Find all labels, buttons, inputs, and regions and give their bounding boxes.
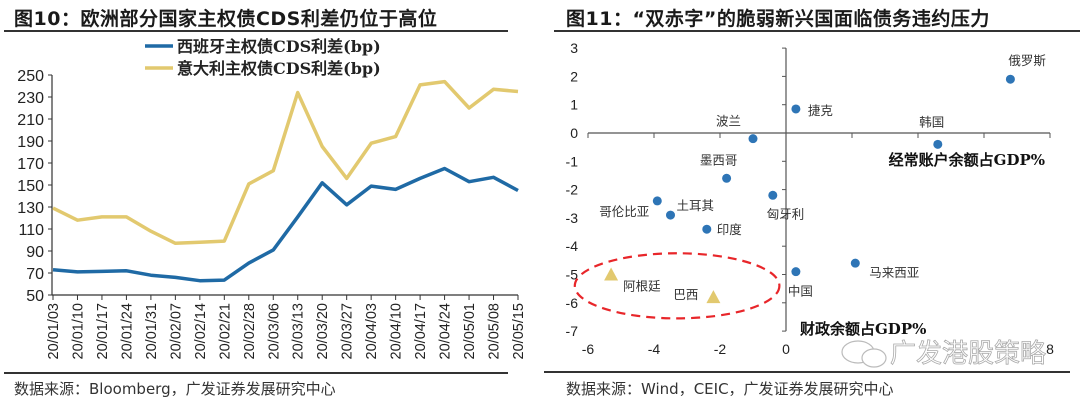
x-tick-label: 20/03/27	[340, 303, 356, 359]
figure-title: 图11：“双赤字”的脆弱新兴国面临债务违约压力	[566, 8, 990, 30]
x-tick-label: -6	[582, 341, 595, 357]
x-tick-label: 8	[1046, 341, 1054, 357]
x-tick-label: 20/04/03	[364, 303, 380, 359]
x-tick-label: 20/03/06	[266, 303, 282, 359]
y-tick-label: 250	[17, 68, 44, 85]
y-tick-label: 110	[18, 222, 44, 239]
point-label: 巴西	[673, 287, 698, 302]
point-label: 俄罗斯	[1008, 53, 1046, 68]
y-tick-label: -7	[566, 323, 579, 339]
point-marker-circle	[652, 196, 662, 206]
title-rule	[4, 30, 508, 32]
x-tick-label: 20/01/24	[119, 303, 135, 359]
point-marker-triangle	[604, 267, 619, 281]
y-tick-label: -5	[566, 267, 579, 283]
y-tick-label: 230	[17, 90, 44, 107]
x-tick-label: 20/03/13	[291, 303, 307, 359]
x-tick-label: 20/02/21	[217, 303, 233, 359]
x-tick-label: 20/01/17	[95, 303, 111, 359]
y-tick-label: 3	[570, 40, 578, 56]
x-tick-label: 20/05/15	[511, 303, 527, 359]
y-tick-label: 150	[17, 178, 44, 195]
source-note: 数据来源：Wind，CEIC，广发证券发展研究中心	[566, 380, 894, 398]
right-figure-panel: 图11：“双赤字”的脆弱新兴国面临债务违约压力 3 2 1 0 -1 -2 -3 -4 -5 -6…	[540, 0, 1080, 401]
watermark-logo: 广发港股策略	[841, 339, 1046, 369]
x-tick-label: 0	[782, 341, 790, 357]
point-label: 中国	[788, 284, 813, 299]
point-label: 韩国	[919, 114, 944, 129]
point-label: 捷克	[808, 103, 833, 118]
point-label: 马来西亚	[869, 265, 919, 280]
x-tick-label: 20/02/14	[193, 303, 209, 359]
legend-label: 意大利主权债CDS利差(bp)	[177, 59, 381, 78]
y-tick-label: 90	[26, 244, 44, 261]
series-line	[52, 79, 519, 246]
y-tick-label: 210	[17, 112, 44, 129]
left-figure-panel: 图10：欧洲部分国家主权债CDS利差仍位于高位 250 230 210 190 170 1…	[4, 8, 527, 398]
y-tick-label: 170	[17, 156, 44, 173]
x-tick-label: 20/03/20	[315, 303, 331, 359]
x-tick-label: 20/01/31	[144, 303, 160, 359]
x-tick-label: 20/04/24	[438, 303, 454, 359]
source-rule	[544, 371, 1070, 373]
watermark-text: 广发港股策略	[890, 339, 1046, 369]
y-tick-label: -6	[566, 295, 579, 311]
point-marker-triangle	[706, 290, 721, 304]
x-tick-label: -2	[714, 341, 727, 357]
y-axis-title: 财政余额占GDP%	[800, 320, 926, 338]
x-tick-label: -4	[648, 341, 661, 357]
x-tick-label: 20/02/07	[168, 303, 184, 359]
point-label: 阿根廷	[623, 279, 661, 294]
point-marker-circle	[791, 104, 801, 114]
y-tick-label: 0	[570, 125, 578, 141]
highlight-ellipse	[573, 252, 781, 320]
y-tick-label: 50	[26, 288, 44, 305]
point-marker-circle	[768, 190, 778, 200]
x-tick-label: 20/04/10	[389, 303, 405, 359]
x-tick-label: 20/01/03	[46, 303, 62, 359]
point-label: 匈牙利	[767, 206, 805, 221]
y-tick-label: -1	[566, 153, 579, 169]
y-tick-label: -2	[566, 182, 579, 198]
title-rule	[554, 30, 1080, 32]
y-tick-label: 2	[570, 68, 578, 84]
point-marker-circle	[666, 210, 675, 220]
x-tick-label: 20/04/17	[413, 303, 429, 359]
point-label: 印度	[717, 222, 743, 237]
y-tick-label: 130	[17, 200, 44, 217]
y-tick-label: -4	[566, 238, 579, 254]
series-line	[52, 166, 519, 283]
point-marker-circle	[850, 258, 860, 268]
point-marker-circle	[1005, 74, 1015, 84]
source-rule	[4, 372, 508, 374]
y-tick-label: 1	[570, 97, 578, 113]
wechat-icon	[861, 348, 887, 368]
point-label: 土耳其	[677, 198, 715, 213]
point-marker-circle	[791, 267, 801, 277]
x-tick-label: 20/01/10	[70, 303, 86, 359]
x-tick-label: 20/02/28	[242, 303, 258, 359]
x-tick-label: 20/05/08	[487, 303, 503, 359]
point-marker-circle	[933, 139, 943, 149]
x-axis-title: 经常账户余额占GDP%	[889, 151, 1045, 169]
point-label: 墨西哥	[700, 152, 738, 167]
point-marker-circle	[722, 173, 732, 183]
legend-label: 西班牙主权债CDS利差(bp)	[177, 37, 381, 56]
point-marker-circle	[748, 134, 758, 144]
point-label: 哥伦比亚	[599, 204, 649, 219]
y-tick-label: 70	[26, 266, 44, 283]
source-note: 数据来源：Bloomberg，广发证券发展研究中心	[14, 380, 336, 398]
y-tick-label: -3	[566, 210, 579, 226]
point-label: 波兰	[716, 114, 741, 129]
figure-title: 图10：欧洲部分国家主权债CDS利差仍位于高位	[14, 8, 438, 30]
point-marker-circle	[702, 224, 712, 234]
y-tick-label: 190	[17, 134, 44, 151]
x-tick-label: 20/05/01	[462, 303, 478, 359]
